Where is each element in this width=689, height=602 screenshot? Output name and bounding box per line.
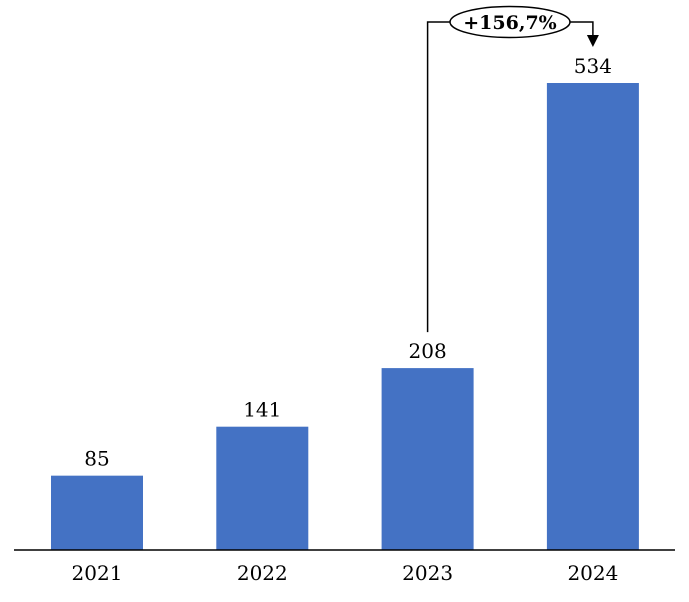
x-tick-label-2021: 2021 — [72, 561, 123, 585]
bar-2021 — [51, 475, 143, 550]
bar-2022 — [216, 426, 309, 550]
annotation-bubble — [449, 5, 571, 39]
bar-2023 — [381, 368, 474, 550]
data-label-2023: 208 — [409, 339, 447, 363]
annotation-label: +156,7% — [463, 12, 556, 34]
arrow-down-icon — [586, 35, 599, 47]
data-label-2022: 141 — [243, 398, 281, 422]
growth-annotation: +156,7% — [426, 5, 599, 333]
bar-2024 — [546, 83, 639, 550]
x-tick-label-2022: 2022 — [237, 561, 288, 585]
x-tick-label-2023: 2023 — [402, 561, 453, 585]
annotation-connector-right — [565, 21, 594, 35]
x-tick-label-2024: 2024 — [567, 561, 618, 585]
data-label-2021: 85 — [84, 447, 109, 471]
data-label-2024: 534 — [574, 54, 612, 78]
annotation-connector-left — [426, 21, 455, 333]
